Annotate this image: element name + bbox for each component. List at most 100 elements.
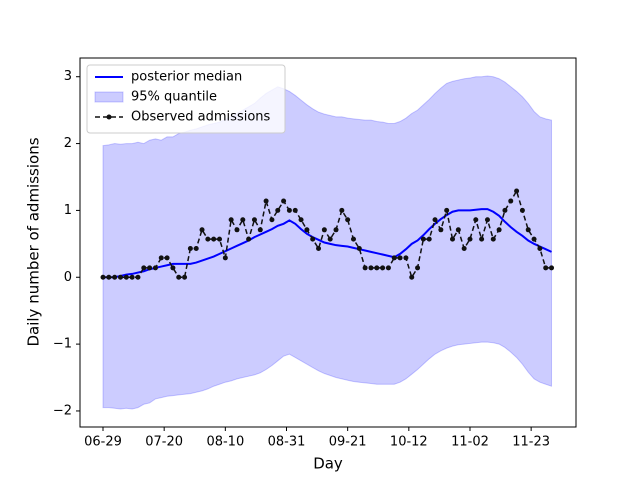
observed-point [222,255,228,261]
observed-point [257,227,263,233]
observed-point [426,236,432,242]
y-axis-label: Daily number of admissions [25,137,43,346]
observed-point [117,274,123,280]
legend-label: Observed admissions [131,110,271,125]
legend-marker [106,114,112,120]
observed-point [450,236,456,242]
observed-point [461,246,467,252]
y-tick-label: 2 [64,136,72,151]
observed-point [321,227,327,233]
observed-point [537,246,543,252]
observed-point [205,236,211,242]
observed-point [275,207,281,213]
observed-point [187,246,193,252]
observed-point [158,255,164,261]
x-axis-label: Day [313,455,343,473]
observed-point [251,217,257,223]
observed-point [368,265,374,271]
observed-point [246,236,252,242]
x-tick-label: 10-12 [390,435,428,450]
observed-point [135,274,141,280]
observed-point [502,207,508,213]
observed-point [432,217,438,223]
observed-point [123,274,129,280]
observed-point [549,265,555,271]
observed-point [490,236,496,242]
observed-point [415,265,421,271]
observed-point [420,236,426,242]
observed-point [403,255,409,261]
observed-point [164,255,170,261]
plot-frame [79,57,577,428]
observed-point [391,255,397,261]
x-tick-label: 07-20 [145,435,183,450]
legend-box [86,64,286,134]
x-tick-label: 06-29 [84,435,122,450]
observed-point [444,207,450,213]
observed-point [525,227,531,233]
observed-point [170,265,176,271]
observed-point [269,217,275,223]
observed-point [385,265,391,271]
observed-point [543,265,549,271]
y-tick-label: 0 [64,270,72,285]
observed-point [409,274,415,280]
x-tick-label: 08-31 [268,435,306,450]
observed-point [281,198,287,204]
observed-point [508,198,514,204]
observed-point [327,236,333,242]
observed-point [182,274,188,280]
observed-point [199,227,205,233]
observed-point [211,236,217,242]
observed-point [298,217,304,223]
legend-swatch [94,91,124,103]
observed-point [234,227,240,233]
observed-point [519,207,525,213]
observed-point [438,227,444,233]
y-tick-label: −1 [53,337,72,352]
observed-point [531,236,537,242]
x-tick-label: 09-21 [329,435,367,450]
observed-point [263,198,269,204]
observed-point [356,246,362,252]
observed-point [176,274,182,280]
observed-point [473,217,479,223]
observed-point [316,246,322,252]
observed-point [496,227,502,233]
observed-point [397,255,403,261]
observed-point [333,227,339,233]
observed-point [304,227,310,233]
x-tick-label: 11-23 [512,435,550,450]
observed-point [484,217,490,223]
observed-point [240,217,246,223]
observed-point [455,227,461,233]
observed-point [350,236,356,242]
observed-point [147,265,153,271]
observed-point [152,265,158,271]
y-tick-label: 1 [64,203,72,218]
observed-point [112,274,118,280]
observed-point [362,265,368,271]
y-tick-label: 3 [64,69,72,84]
observed-point [467,236,473,242]
observed-point [217,236,223,242]
x-tick-label: 11-02 [451,435,489,450]
observed-point [374,265,380,271]
observed-point [514,188,520,194]
observed-point [100,274,106,280]
x-tick-label: 08-10 [206,435,244,450]
observed-point [193,246,199,252]
observed-point [141,265,147,271]
observed-point [479,236,485,242]
observed-point [339,207,345,213]
observed-point [292,207,298,213]
observed-point [286,207,292,213]
observed-point [228,217,234,223]
y-tick-label: −2 [53,403,72,418]
legend-label: 95% quantile [131,90,217,105]
legend-label: posterior median [131,70,242,85]
observed-point [310,236,316,242]
observed-point [106,274,112,280]
observed-point [345,217,351,223]
